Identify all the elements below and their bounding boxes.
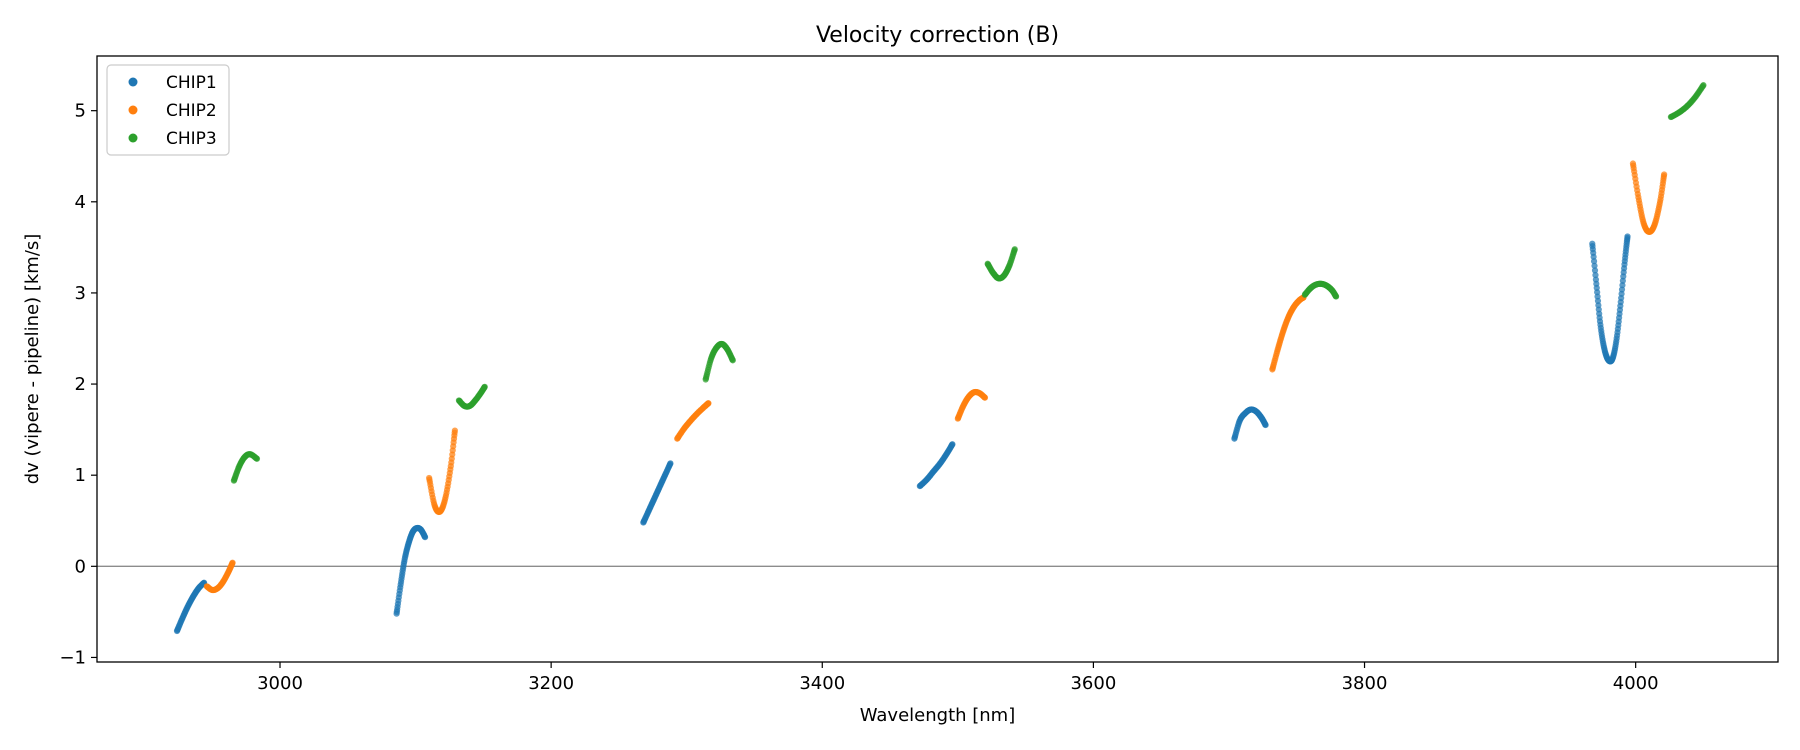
- x-tick-label: 4000: [1613, 673, 1659, 694]
- data-point: [229, 559, 236, 566]
- data-point: [253, 455, 261, 462]
- chart-title: Velocity correction (B): [816, 23, 1059, 48]
- x-tick-label: 3200: [528, 673, 574, 694]
- legend-marker-chip1: [128, 77, 138, 87]
- data-point: [1011, 246, 1018, 253]
- data-point: [451, 427, 458, 434]
- y-tick-label: 3: [75, 283, 86, 304]
- series-chip2: [203, 160, 1668, 594]
- legend-box: [106, 64, 230, 156]
- y-axis-label: dv (vipere - pipeline) [km/s]: [22, 234, 43, 485]
- data-point: [1590, 258, 1598, 265]
- legend-label-chip3: CHIP3: [166, 129, 217, 149]
- data-point: [729, 357, 736, 364]
- legend: CHIP1 CHIP2 CHIP3: [106, 64, 230, 156]
- data-point: [1332, 293, 1340, 300]
- y-tick-label: −1: [59, 647, 86, 668]
- x-axis-label: Wavelength [nm]: [860, 705, 1016, 726]
- series-chip3: [230, 82, 1707, 484]
- x-tick-label: 3000: [257, 673, 303, 694]
- data-point: [949, 441, 956, 448]
- data-point: [1262, 421, 1269, 429]
- x-tick-label: 3600: [1070, 673, 1116, 694]
- plot-area: [97, 82, 1778, 635]
- data-point: [667, 460, 674, 467]
- data-point: [981, 394, 989, 401]
- y-tick-label: 0: [75, 556, 86, 577]
- legend-label-chip2: CHIP2: [166, 101, 217, 121]
- legend-marker-chip2: [128, 105, 138, 115]
- series-chip1: [173, 233, 1631, 635]
- data-point: [1700, 82, 1707, 89]
- data-point: [1591, 267, 1599, 274]
- plot-frame: [96, 55, 1779, 663]
- data-point: [1591, 262, 1598, 269]
- data-point: [705, 400, 712, 407]
- y-tick-label: 5: [75, 101, 86, 122]
- y-tick-label: 1: [75, 465, 86, 486]
- x-tick-label: 3400: [799, 673, 845, 694]
- data-point: [1624, 233, 1631, 240]
- axes: 3000 3200 3400 3600 3800 4000 −1 0 1 2 3 4 5: [59, 55, 1779, 694]
- data-point: [1661, 171, 1668, 178]
- legend-label-chip1: CHIP1: [166, 73, 217, 93]
- data-point: [481, 383, 488, 390]
- legend-marker-chip3: [128, 133, 138, 143]
- y-tick-label: 2: [75, 374, 86, 395]
- y-tick-label: 4: [75, 192, 86, 213]
- data-point: [1592, 272, 1599, 279]
- x-tick-label: 3800: [1342, 673, 1388, 694]
- data-point: [421, 534, 429, 541]
